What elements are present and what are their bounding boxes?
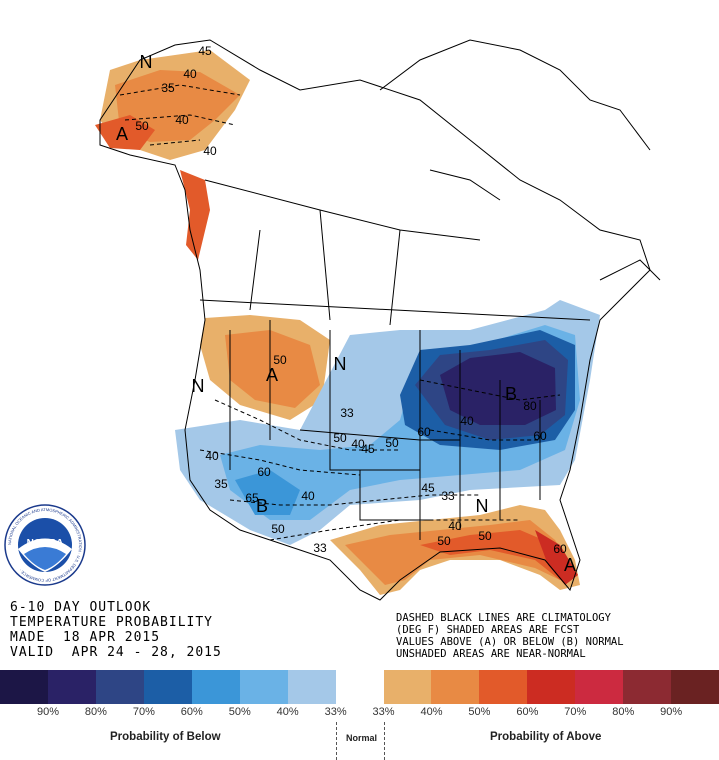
climatology-lines [119, 84, 561, 541]
contour-label: 33 [313, 541, 327, 555]
contour-label: 50 [271, 522, 285, 536]
legend-swatch [575, 670, 624, 704]
legend-swatch [671, 670, 719, 704]
contour-label: 35 [214, 477, 228, 491]
legend-swatch [479, 670, 528, 704]
title-block: 6-10 DAY OUTLOOK TEMPERATURE PROBABILITY… [10, 600, 222, 660]
legend-swatch [431, 670, 480, 704]
legend-label: 80% [612, 706, 635, 718]
contour-label: 60 [417, 425, 431, 439]
legend-label: 33% [324, 706, 347, 718]
note-line: (DEG F) SHADED AREAS ARE FCST [396, 624, 580, 636]
contour-label: 60 [533, 429, 547, 443]
legend-swatch [335, 670, 384, 704]
contour-label: 35 [161, 81, 175, 95]
legend-swatch [239, 670, 288, 704]
contour-label: 40 [175, 113, 189, 127]
note-line: VALUES ABOVE (A) OR BELOW (B) NORMAL [396, 636, 624, 648]
note-line: UNSHADED AREAS ARE NEAR-NORMAL [396, 648, 586, 660]
contour-label: 65 [245, 491, 259, 505]
legend-label: 60% [516, 706, 539, 718]
legend-caption-below: Probability of Below [110, 731, 221, 743]
contour-label: 60 [553, 542, 567, 556]
legend-swatch [527, 670, 576, 704]
region-label-n-west: N [192, 376, 205, 396]
notes-block: DASHED BLACK LINES ARE CLIMATOLOGY (DEG … [396, 612, 624, 660]
southeast-above-area [330, 505, 580, 595]
legend-label: 90% [36, 706, 59, 718]
legend-color-bar [0, 670, 719, 704]
contour-label: 33 [340, 406, 354, 420]
legend-swatch [143, 670, 192, 704]
contour-label: 80 [523, 399, 537, 413]
contour-label: 40 [205, 449, 219, 463]
northwest-above-area [200, 315, 330, 420]
region-label-alaska: A [116, 124, 128, 144]
legend-label: 40% [276, 706, 299, 718]
noaa-logo: NOARA NATIONAL OCEANIC AND ATMOSPHERIC A… [4, 504, 86, 586]
contour-label: 60 [257, 465, 271, 479]
region-label-southwest: B [256, 496, 268, 516]
legend-label: 33% [372, 706, 395, 718]
legend-divider-left [336, 722, 337, 760]
contour-label: 50 [135, 119, 149, 133]
legend-divider-right [384, 722, 385, 760]
contour-label: 45 [361, 442, 375, 456]
region-label-n-alaska: N [140, 52, 153, 72]
boundaries [99, 39, 661, 601]
contour-label: 50 [478, 529, 492, 543]
contour-label: 40 [183, 67, 197, 81]
contour-label: 45 [421, 481, 435, 495]
legend-swatch [0, 670, 48, 704]
title-outlook: 6-10 DAY OUTLOOK [10, 600, 152, 615]
contour-label: 40 [460, 414, 474, 428]
contour-label: 50 [437, 534, 451, 548]
contour-label: 45 [198, 44, 212, 58]
legend-swatch [191, 670, 240, 704]
legend-swatch [287, 670, 336, 704]
contour-label: 40 [351, 437, 365, 451]
legend-label: 80% [84, 706, 107, 718]
region-label-n-south: N [476, 496, 489, 516]
legend-label: 70% [564, 706, 587, 718]
alaska-above-area [95, 50, 250, 260]
legend-caption-above: Probability of Above [490, 731, 602, 743]
contour-label: 50 [333, 431, 347, 445]
outlook-map: A A B B A N N N N 45 40 35 50 40 40 50 3… [95, 39, 661, 601]
legend-label: 40% [420, 706, 443, 718]
title-made-date: MADE 18 APR 2015 [10, 630, 161, 645]
title-variable: TEMPERATURE PROBABILITY [10, 615, 214, 630]
region-label-northwest: A [266, 365, 278, 385]
legend-swatch [95, 670, 144, 704]
legend-swatch [383, 670, 432, 704]
legend-caption-normal: Normal [346, 733, 378, 743]
contour-label: 40 [448, 519, 462, 533]
legend-label: 60% [180, 706, 203, 718]
legend-swatch [623, 670, 672, 704]
legend-label: 90% [660, 706, 683, 718]
contour-label: 33 [441, 489, 455, 503]
region-label-n-plains: N [334, 354, 347, 374]
title-valid-range: VALID APR 24 - 28, 2015 [10, 645, 222, 660]
region-label-florida: A [564, 555, 576, 575]
contour-label: 50 [385, 436, 399, 450]
note-line: DASHED BLACK LINES ARE CLIMATOLOGY [396, 612, 611, 624]
legend-swatch [47, 670, 96, 704]
legend-labels: 90% 80% 70% 60% 50% 40% 33% 33% 40% 50% 60% 70% 80% 9… [0, 706, 719, 722]
legend-label: 50% [468, 706, 491, 718]
legend-label: 50% [228, 706, 251, 718]
contour-label: 40 [301, 489, 315, 503]
contour-label: 40 [203, 144, 217, 158]
noaa-logo-text: NOARA [27, 538, 64, 549]
legend-label: 70% [132, 706, 155, 718]
contour-label: 50 [273, 353, 287, 367]
region-label-great-lakes: B [505, 384, 517, 404]
